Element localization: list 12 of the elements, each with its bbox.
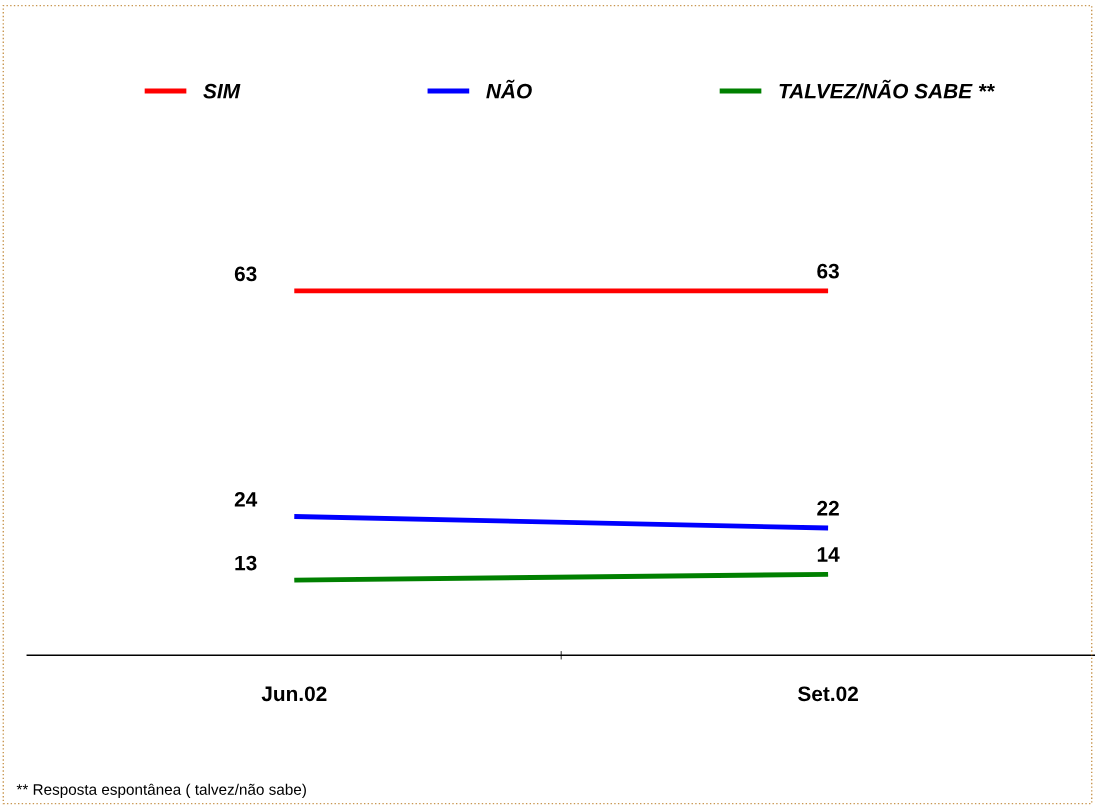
legend-label: NÃO xyxy=(486,79,532,99)
data-label: 13 xyxy=(235,555,257,571)
legend-label: TALVEZ/NÃO SABE ** xyxy=(779,79,995,99)
x-tick-label: Set.02 xyxy=(798,686,858,702)
data-label: 14 xyxy=(817,547,840,562)
data-label: 63 xyxy=(817,263,839,279)
x-tick-label: Jun.02 xyxy=(261,686,327,702)
data-label: 24 xyxy=(234,492,258,507)
data-label: 22 xyxy=(817,500,839,516)
data-label: 63 xyxy=(234,266,257,282)
text: ** Resposta espontânea ( talvez/não sabe) xyxy=(16,783,306,798)
legend-label: SIM xyxy=(203,83,241,99)
